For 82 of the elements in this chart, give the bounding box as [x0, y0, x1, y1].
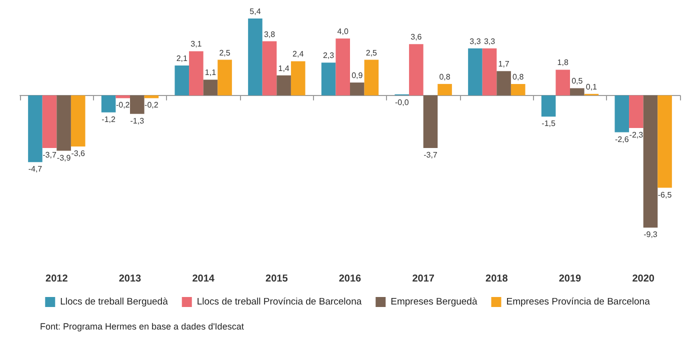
- data-label: -1,3: [130, 116, 145, 126]
- data-label: -6,5: [658, 190, 672, 200]
- bar: [174, 65, 190, 96]
- bar: [438, 84, 452, 96]
- legend-label: Empreses Berguedà: [390, 296, 478, 308]
- data-label: 3,3: [470, 36, 482, 46]
- bar: [321, 62, 336, 96]
- data-label: 1,4: [278, 64, 290, 73]
- bar: [423, 95, 438, 148]
- data-label: 3,1: [190, 40, 202, 49]
- bar: [130, 95, 144, 114]
- bar: [42, 95, 57, 148]
- data-label: -4,7: [28, 164, 43, 174]
- bar: [364, 60, 379, 96]
- data-label: 3,6: [410, 32, 422, 42]
- bar: [336, 38, 350, 96]
- bar: [276, 75, 291, 96]
- legend-label: Llocs de treball Berguedà: [60, 296, 169, 308]
- data-label: 2,5: [219, 48, 231, 58]
- bar: [482, 48, 497, 96]
- data-label: 0,5: [572, 76, 584, 86]
- bar: [556, 70, 570, 96]
- bar: [101, 95, 116, 112]
- data-label: 0,8: [439, 72, 451, 82]
- data-label: -3,7: [424, 150, 438, 160]
- legend-label: Empreses Província de Barcelona: [506, 296, 651, 308]
- x-tick-label: 2012: [46, 274, 68, 284]
- bar: [570, 88, 584, 96]
- bar: [218, 60, 232, 96]
- bar: [248, 18, 262, 96]
- data-label: -3,9: [56, 153, 72, 162]
- x-tick-label: 2013: [118, 274, 142, 284]
- bar: [496, 71, 511, 96]
- x-tick-label: 2019: [558, 274, 582, 284]
- bar: [203, 80, 218, 96]
- data-label: -3,6: [71, 149, 86, 158]
- bar: [541, 95, 556, 117]
- data-label: -0,2: [116, 100, 130, 110]
- data-label: 1,7: [498, 60, 510, 69]
- data-label: 2,4: [292, 50, 304, 59]
- data-label: 3,3: [484, 36, 496, 46]
- data-label: -2,3: [629, 130, 644, 140]
- bar: [70, 95, 86, 147]
- bar: [614, 95, 630, 132]
- x-tick-label: 2016: [338, 274, 362, 284]
- x-tick-label: 2014: [192, 274, 215, 284]
- bar: [350, 82, 364, 96]
- x-tick-label: 2020: [632, 274, 655, 284]
- data-label: -1,2: [102, 114, 116, 124]
- x-tick-label: 2015: [266, 274, 288, 284]
- bar: [189, 51, 204, 96]
- bar: [290, 61, 306, 96]
- data-label: 2,1: [176, 54, 188, 63]
- data-label: -0,2: [144, 100, 159, 110]
- bar: [409, 44, 424, 96]
- data-label: -9,3: [644, 230, 658, 240]
- data-label: 0,1: [586, 82, 598, 92]
- data-label: 3,8: [264, 30, 276, 39]
- data-label: 2,3: [322, 51, 335, 60]
- data-label: 0,8: [512, 72, 524, 82]
- data-label: 0,9: [352, 71, 364, 80]
- x-tick-label: 2018: [486, 274, 508, 284]
- data-label: -1,5: [542, 119, 556, 128]
- data-label: 5,4: [250, 7, 262, 16]
- bar: [56, 95, 71, 151]
- bar: [629, 95, 644, 128]
- data-label: 1,1: [204, 68, 217, 78]
- bar: [468, 48, 482, 96]
- text: Font: Programa Hermes en base a dades d'Idescat: [40, 322, 244, 332]
- bar: [658, 95, 672, 188]
- bar: [28, 95, 42, 162]
- data-label: -2,6: [614, 134, 630, 144]
- data-label: 2,5: [366, 48, 378, 58]
- data-label: -3,7: [42, 150, 57, 160]
- data-label: -0,0: [394, 98, 410, 107]
- bar: [262, 41, 277, 96]
- x-tick-label: 2017: [412, 274, 435, 284]
- bar: [510, 84, 526, 96]
- data-label: 4,0: [337, 26, 349, 36]
- legend-label: Llocs de treball Província de Barcelona: [196, 296, 362, 308]
- bar: [643, 95, 658, 228]
- data-label: 1,8: [557, 58, 569, 68]
